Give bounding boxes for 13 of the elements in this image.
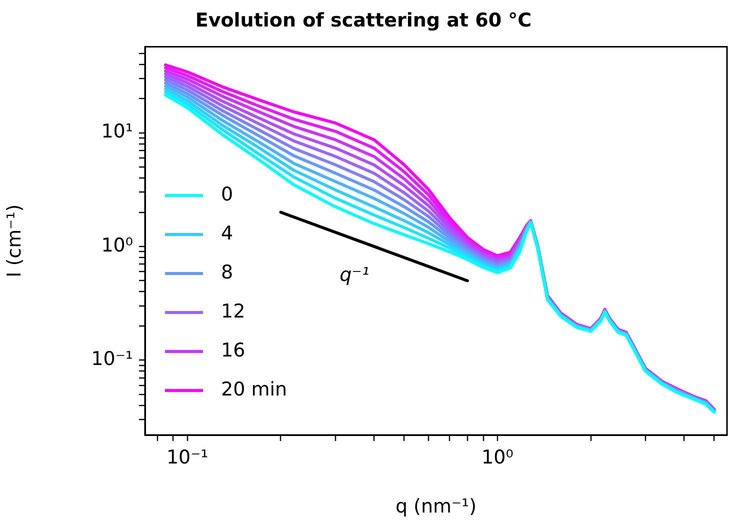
legend-label: 16 (221, 339, 246, 362)
legend-label: 0 (221, 183, 234, 206)
annotation: q⁻¹ (340, 264, 370, 286)
legend-label: 12 (221, 300, 246, 322)
y-tick-label: 10⁰ (101, 234, 133, 256)
y-tick-label: 10¹ (101, 120, 133, 143)
legend-label: 4 (221, 222, 234, 244)
legend-label: 8 (221, 261, 234, 284)
x-axis-title: q (nm⁻¹) (395, 496, 477, 518)
legend-label: 20 min (221, 378, 288, 400)
y-tick-label: 10⁻¹ (91, 348, 133, 370)
chart-title: Evolution of scattering at 60 °C (195, 9, 532, 32)
y-axis-title: I (cm⁻¹) (3, 204, 26, 278)
